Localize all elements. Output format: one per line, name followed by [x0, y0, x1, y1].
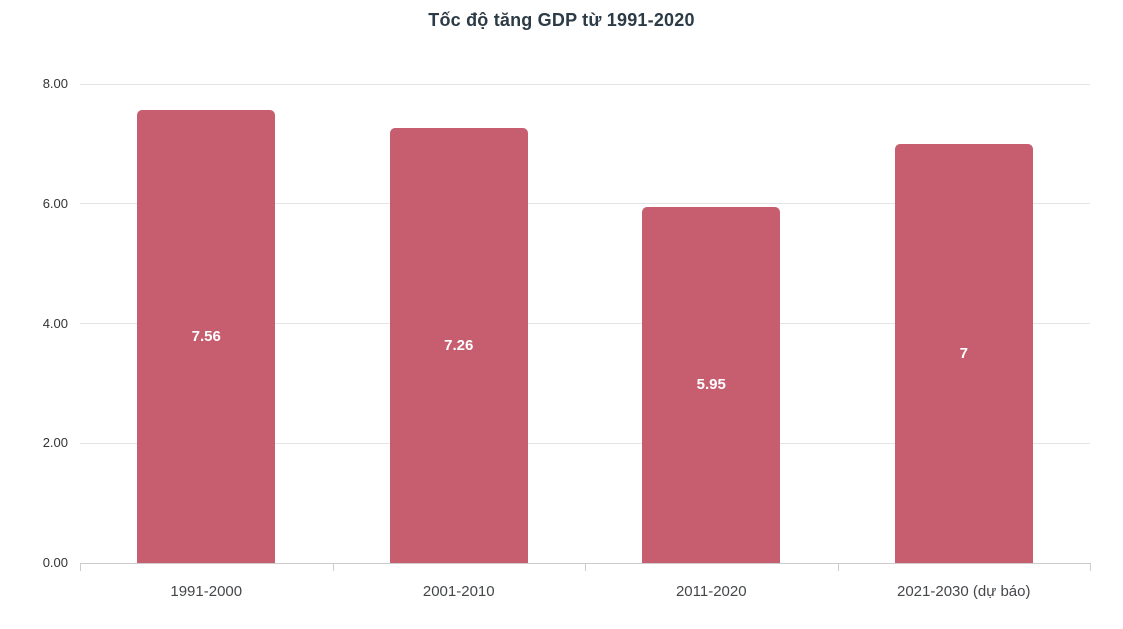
bar-value-label: 7 — [959, 344, 968, 362]
bar-value-label: 7.26 — [444, 337, 474, 355]
x-axis-tick — [1090, 563, 1091, 571]
x-axis-tick — [332, 563, 334, 571]
x-axis-category-label: 1991-2000 — [170, 583, 243, 600]
x-axis-tick — [837, 563, 839, 571]
bar-1991-2000[interactable]: 7.56 — [137, 110, 276, 563]
x-axis-tick — [80, 563, 81, 571]
y-gridline — [80, 442, 1090, 444]
y-gridline — [80, 323, 1090, 324]
x-axis-category-label: 2001-2010 — [422, 583, 495, 600]
x-axis-category-label: 2011-2020 — [675, 583, 747, 600]
y-gridline — [80, 203, 1090, 205]
x-axis-category-label: 2021-2030 (dự báo) — [897, 583, 1031, 600]
chart-title: Tốc độ tăng GDP từ 1991-2020 — [428, 10, 695, 30]
y-axis-tick-label: 4.00 — [42, 315, 68, 331]
bar-2011-2020[interactable]: 5.95 — [642, 206, 781, 563]
bar-value-label: 5.95 — [696, 376, 726, 394]
x-axis-tick — [585, 563, 586, 571]
y-axis-tick-label: 0.00 — [42, 555, 68, 570]
y-axis-tick-label: 6.00 — [42, 195, 68, 211]
bar-2001-2010[interactable]: 7.26 — [389, 128, 528, 563]
bar-2021-2030 (dự báo)[interactable]: 7 — [894, 143, 1033, 563]
y-gridline — [80, 83, 1090, 85]
y-axis-tick-label: 8.00 — [42, 76, 68, 91]
y-axis-tick-label: 2.00 — [42, 435, 68, 451]
bar-value-label: 7.56 — [191, 328, 221, 346]
